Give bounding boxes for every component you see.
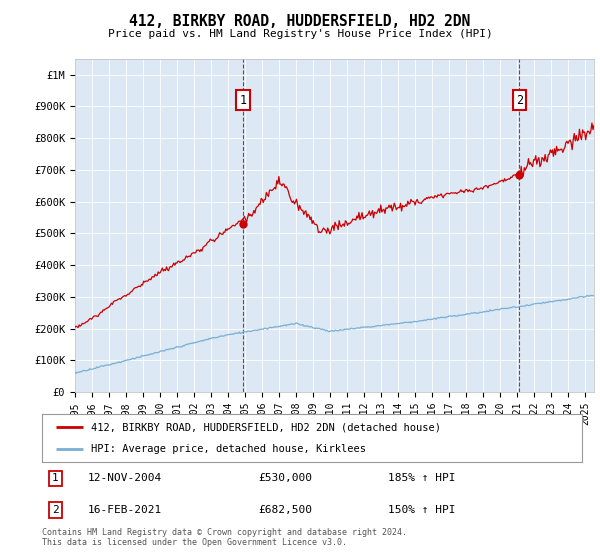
Text: 16-FEB-2021: 16-FEB-2021 [88,505,162,515]
Text: 2: 2 [52,505,59,515]
Text: 1: 1 [52,473,59,483]
Text: 185% ↑ HPI: 185% ↑ HPI [388,473,455,483]
Text: Price paid vs. HM Land Registry's House Price Index (HPI): Price paid vs. HM Land Registry's House … [107,29,493,39]
Text: 1: 1 [239,94,247,106]
Text: £682,500: £682,500 [258,505,312,515]
Text: 412, BIRKBY ROAD, HUDDERSFIELD, HD2 2DN: 412, BIRKBY ROAD, HUDDERSFIELD, HD2 2DN [130,14,470,29]
Text: HPI: Average price, detached house, Kirklees: HPI: Average price, detached house, Kirk… [91,444,365,454]
Text: 2: 2 [516,94,523,106]
Text: 12-NOV-2004: 12-NOV-2004 [88,473,162,483]
Text: 412, BIRKBY ROAD, HUDDERSFIELD, HD2 2DN (detached house): 412, BIRKBY ROAD, HUDDERSFIELD, HD2 2DN … [91,422,440,432]
Text: 150% ↑ HPI: 150% ↑ HPI [388,505,455,515]
Text: £530,000: £530,000 [258,473,312,483]
Text: Contains HM Land Registry data © Crown copyright and database right 2024.
This d: Contains HM Land Registry data © Crown c… [42,528,407,547]
